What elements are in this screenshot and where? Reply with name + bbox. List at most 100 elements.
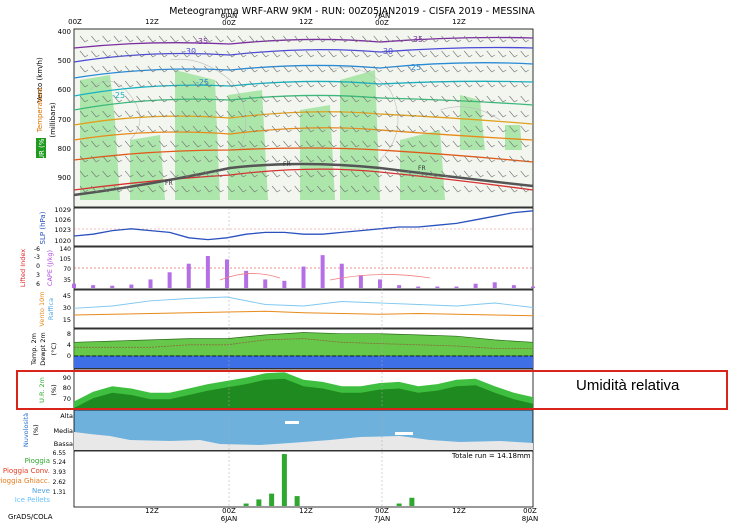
gust-ylabel: Raffica — [47, 298, 55, 320]
wind-barb — [463, 35, 473, 43]
wind-barb — [215, 80, 224, 88]
wind-barb — [294, 155, 303, 163]
wind-barb — [497, 95, 507, 103]
wind-barb — [396, 50, 405, 58]
wind-barb — [328, 95, 337, 103]
wind-barb — [136, 80, 145, 88]
wind-barb — [384, 65, 394, 73]
wind-barb — [204, 140, 213, 148]
bottom-tick-label: 12Z — [145, 507, 159, 515]
profile-ytick: 800 — [58, 145, 71, 153]
cape-bar — [148, 279, 153, 288]
wind-barb — [237, 95, 247, 103]
wind-barb — [463, 155, 473, 163]
wind-barb — [113, 95, 123, 103]
wind-barb — [102, 155, 111, 163]
wind-barb — [249, 170, 258, 178]
wind-barb — [226, 50, 236, 58]
wind-barb — [486, 65, 495, 73]
wind-barb — [350, 35, 360, 43]
wind-barb — [463, 110, 473, 118]
wind-barb — [147, 170, 156, 178]
wind-barb — [124, 125, 134, 133]
wind-barb — [204, 155, 213, 163]
wind-barb — [204, 50, 213, 58]
wind-barb — [452, 95, 462, 103]
wind-barb — [158, 95, 168, 103]
legend-pioggia: Pioggia — [25, 457, 50, 465]
rh-ytick: 70 — [63, 395, 71, 403]
chart-title: Meteogramma WRF-ARW 9KM - RUN: 00Z05JAN2… — [169, 6, 535, 17]
wind-barb — [384, 35, 394, 43]
freezing-label: FR — [283, 161, 291, 168]
li-ytick: 6 — [36, 281, 40, 288]
wind-barb — [249, 155, 258, 163]
wind-barb — [260, 80, 269, 88]
wind10m-line — [73, 310, 534, 317]
wind-barb — [305, 65, 315, 73]
wind-barb — [237, 110, 247, 118]
precip-frame — [73, 450, 534, 508]
wind-barb — [79, 170, 89, 178]
wind-barb — [283, 185, 292, 193]
wind-barb — [373, 125, 382, 133]
cape-bar — [416, 286, 421, 288]
wind-barb — [260, 155, 269, 163]
isotherm-label: -35 — [410, 35, 423, 44]
temp-panel: 8 4 0 Temp. 2m Dewpt 2m (°C) — [30, 328, 534, 369]
wind-barb — [418, 80, 428, 88]
millibars-ylabel: (millibars) — [49, 102, 57, 138]
isotherm-labels: -35 -30 -25 -25 -35 -30 -25 FR FR FR — [112, 35, 426, 187]
wind-barb — [181, 185, 190, 193]
annotation-label: Umidità relativa — [576, 377, 680, 394]
wind-barb — [520, 185, 529, 193]
wind-barb — [102, 185, 111, 193]
wind-barb — [441, 80, 450, 88]
wind-barb — [418, 185, 428, 193]
wind-barb — [305, 95, 315, 103]
wind-barb — [237, 140, 247, 148]
wind-barb — [260, 185, 269, 193]
wind-barb — [396, 35, 405, 43]
wind-barb — [441, 170, 450, 178]
wind-barb — [317, 95, 326, 103]
wind-barb — [509, 125, 518, 133]
wind-barb — [91, 170, 100, 178]
li-ytick: 3 — [36, 272, 40, 279]
wind-barb — [192, 125, 202, 133]
wind-barb — [475, 35, 484, 43]
wind-barb — [362, 110, 371, 118]
wind-barb — [486, 140, 495, 148]
wind-barb — [305, 110, 315, 118]
wind-barb — [373, 50, 382, 58]
wind-barb — [317, 170, 326, 178]
wind-barb — [249, 185, 258, 193]
wind-barb — [170, 80, 179, 88]
wind-barb — [113, 35, 123, 43]
wind-barb — [124, 95, 134, 103]
wind-barb — [181, 95, 190, 103]
slp-ytick: 1023 — [54, 226, 71, 234]
wind-barb — [102, 80, 111, 88]
wind-barb — [509, 140, 518, 148]
wind-barb — [283, 110, 292, 118]
wind-barb — [339, 185, 349, 193]
wind-barb — [475, 80, 484, 88]
isotherm-label: -30 — [380, 47, 393, 56]
cape-ytick: 35 — [63, 277, 71, 284]
wind-barb — [362, 185, 371, 193]
wind-barb — [192, 140, 202, 148]
wind-barb — [204, 80, 213, 88]
wind-barb — [350, 185, 360, 193]
cloud-ylabel: Nuvolosità — [22, 413, 30, 447]
wind-barb — [226, 170, 236, 178]
wind-barb — [418, 140, 428, 148]
top-tick-label: 00Z — [68, 18, 82, 26]
wind-barb — [294, 35, 303, 43]
wind-barb — [158, 50, 168, 58]
wind-barb — [294, 125, 303, 133]
wind-barb — [486, 125, 495, 133]
top-time-axis: 00Z 12Z 6JAN 00Z 12Z 7JAN 00Z 12Z — [68, 12, 466, 27]
wind-barb — [520, 65, 529, 73]
wind-barb — [407, 95, 416, 103]
